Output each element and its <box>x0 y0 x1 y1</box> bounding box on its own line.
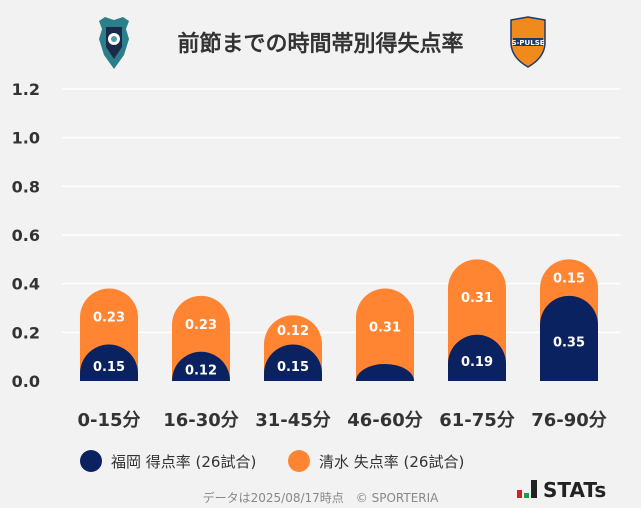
bar-fukuoka <box>172 351 230 381</box>
footer-credit: データは2025/08/17時点 © SPORTERIA <box>202 491 439 505</box>
bar-fukuoka <box>448 334 506 381</box>
y-tick-label: 0.2 <box>12 323 40 342</box>
y-tick-label: 1.0 <box>12 129 40 148</box>
data-label-shimizu: 0.23 <box>93 311 125 326</box>
data-label-fukuoka: 0.19 <box>461 355 493 370</box>
bar-fukuoka <box>264 344 322 381</box>
data-label-fukuoka: 0.35 <box>553 335 585 350</box>
data-label-shimizu: 0.23 <box>185 318 217 333</box>
data-label-shimizu: 0.12 <box>277 324 309 339</box>
fukuoka-logo <box>96 15 132 75</box>
legend-fukuoka: 福岡 得点率 (26試合) <box>80 450 256 472</box>
data-label-shimizu: 0.15 <box>553 272 585 287</box>
chart: 0.0 0.2 0.4 0.6 0.8 1.0 1.2 0.23 0.15 0-15分 0.23 0.… <box>12 80 620 431</box>
x-tick-label: 46-60分 <box>347 410 423 431</box>
x-tick-label: 61-75分 <box>439 410 515 431</box>
y-tick-label: 0.4 <box>12 275 40 294</box>
legend-swatch-navy <box>80 450 102 472</box>
x-tick-label: 16-30分 <box>163 410 239 431</box>
x-tick-label: 0-15分 <box>77 410 140 431</box>
x-tick-label: 31-45分 <box>255 410 331 431</box>
bar-fukuoka <box>356 363 414 381</box>
bar-shimizu <box>356 288 414 381</box>
y-tick-label: 1.2 <box>12 80 40 99</box>
bar-fukuoka <box>540 295 598 381</box>
data-label-shimizu: 0.31 <box>461 291 493 306</box>
legend-label: 福岡 得点率 (26試合) <box>111 452 257 471</box>
data-label-fukuoka: 0.15 <box>277 360 309 375</box>
y-tick-label: 0.8 <box>12 177 40 196</box>
legend-swatch-orange <box>288 450 310 472</box>
legend-label: 清水 失点率 (26試合) <box>319 452 465 471</box>
legend-shimizu: 清水 失点率 (26試合) <box>288 450 464 472</box>
bar-fukuoka <box>80 344 138 381</box>
data-label-shimizu: 0.31 <box>369 320 401 335</box>
stats-logo: STATs <box>517 478 606 502</box>
chart-title: 前節までの時間帯別得失点率 <box>177 32 464 57</box>
shimizu-logo: S-PULSE <box>508 16 548 72</box>
brand-name: STATs <box>543 478 607 502</box>
data-label-fukuoka: 0.15 <box>93 360 125 375</box>
data-label-fukuoka: 0.12 <box>185 363 217 378</box>
bar-chart-icon <box>517 480 537 498</box>
y-tick-label: 0.6 <box>12 226 40 245</box>
svg-text:S-PULSE: S-PULSE <box>511 39 544 47</box>
y-tick-label: 0.0 <box>12 372 40 391</box>
x-tick-label: 76-90分 <box>531 410 607 431</box>
